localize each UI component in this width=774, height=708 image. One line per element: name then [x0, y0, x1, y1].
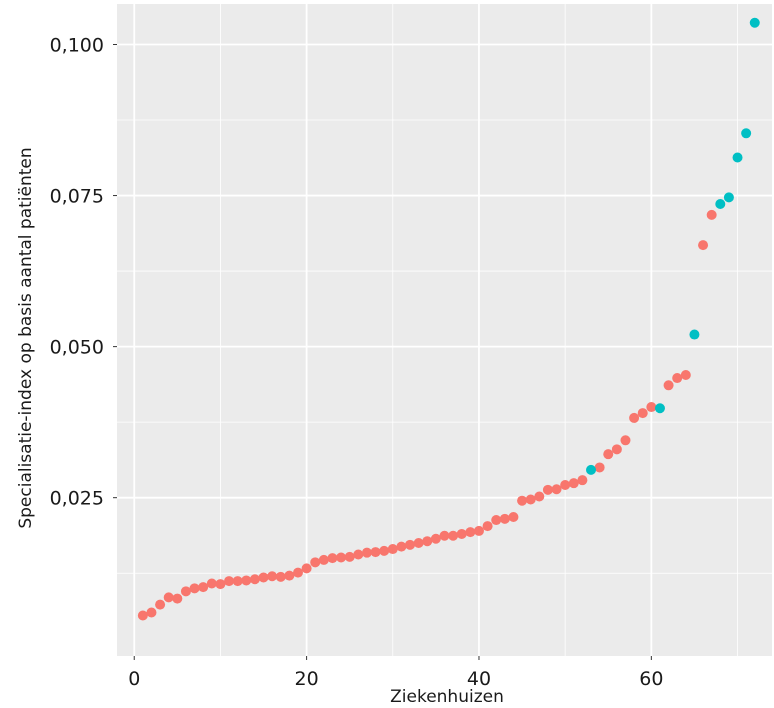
data-point — [654, 403, 665, 414]
data-points — [137, 17, 760, 621]
data-point — [301, 563, 312, 574]
data-point — [396, 541, 407, 552]
data-point — [327, 553, 338, 564]
data-point — [155, 599, 166, 610]
data-point — [206, 578, 217, 589]
data-point — [499, 513, 510, 524]
data-point — [749, 17, 760, 28]
data-point — [241, 575, 252, 586]
data-point — [215, 579, 226, 590]
y-tick-label: 0,050 — [50, 337, 104, 359]
y-tick-label: 0,100 — [50, 34, 104, 56]
data-point — [732, 152, 743, 163]
data-point — [629, 412, 640, 423]
x-tick-label: 0 — [128, 668, 140, 690]
data-point — [723, 192, 734, 203]
data-point — [637, 408, 648, 419]
data-point — [473, 525, 484, 536]
data-point — [430, 533, 441, 544]
data-point — [448, 530, 459, 541]
data-point — [603, 449, 614, 460]
data-point — [344, 551, 355, 562]
data-point — [560, 479, 571, 490]
data-point — [379, 545, 390, 556]
data-point — [353, 549, 364, 560]
data-point — [249, 574, 260, 585]
data-point — [577, 475, 588, 486]
y-axis-ticks: 0,025 0,050 0,075 0,100 — [50, 34, 117, 510]
data-point — [698, 240, 709, 251]
data-point — [620, 435, 631, 446]
data-point — [525, 494, 536, 505]
data-point — [292, 567, 303, 578]
data-point — [232, 576, 243, 587]
data-point — [534, 491, 545, 502]
data-point — [336, 552, 347, 563]
data-point — [361, 547, 372, 558]
data-point — [482, 521, 493, 532]
data-point — [611, 444, 622, 455]
data-point — [680, 370, 691, 381]
data-point — [456, 528, 467, 539]
data-point — [275, 571, 286, 582]
data-point — [189, 583, 200, 594]
data-point — [422, 536, 433, 547]
data-point — [715, 199, 726, 210]
data-point — [551, 484, 562, 495]
y-tick-label: 0,025 — [50, 488, 104, 510]
data-point — [146, 607, 157, 618]
x-axis-ticks: 0 20 40 60 — [128, 656, 663, 690]
data-point — [198, 582, 209, 593]
data-point — [689, 329, 700, 340]
data-point — [318, 554, 329, 565]
data-point — [517, 495, 528, 506]
data-point — [413, 538, 424, 549]
x-tick-label: 40 — [467, 668, 491, 690]
data-point — [568, 478, 579, 489]
y-tick-label: 0,075 — [50, 186, 104, 208]
data-point — [465, 527, 476, 538]
data-point — [370, 547, 381, 558]
data-point — [741, 128, 752, 139]
data-point — [172, 593, 183, 604]
x-axis-title: Ziekenhuizen — [390, 687, 504, 707]
minor-gridlines — [117, 4, 772, 656]
data-point — [663, 380, 674, 391]
data-point — [180, 586, 191, 597]
plot-panel — [117, 4, 772, 656]
data-point — [387, 544, 398, 555]
data-point — [439, 530, 450, 541]
data-point — [646, 402, 657, 413]
x-tick-label: 60 — [639, 668, 663, 690]
x-tick-label: 20 — [295, 668, 319, 690]
data-point — [542, 484, 553, 495]
data-point — [706, 209, 717, 220]
data-point — [405, 539, 416, 550]
y-axis-title: Specialisatie-index op basis aantal pati… — [16, 147, 36, 528]
data-point — [491, 515, 502, 526]
data-point — [310, 557, 321, 568]
data-point — [508, 512, 519, 523]
data-point — [594, 462, 605, 473]
data-point — [163, 592, 174, 603]
major-gridlines — [117, 4, 772, 656]
data-point — [284, 570, 295, 581]
data-point — [672, 373, 683, 384]
data-point — [137, 610, 148, 621]
data-point — [586, 464, 597, 475]
data-point — [267, 571, 278, 582]
data-point — [224, 576, 235, 587]
data-point — [258, 572, 269, 583]
